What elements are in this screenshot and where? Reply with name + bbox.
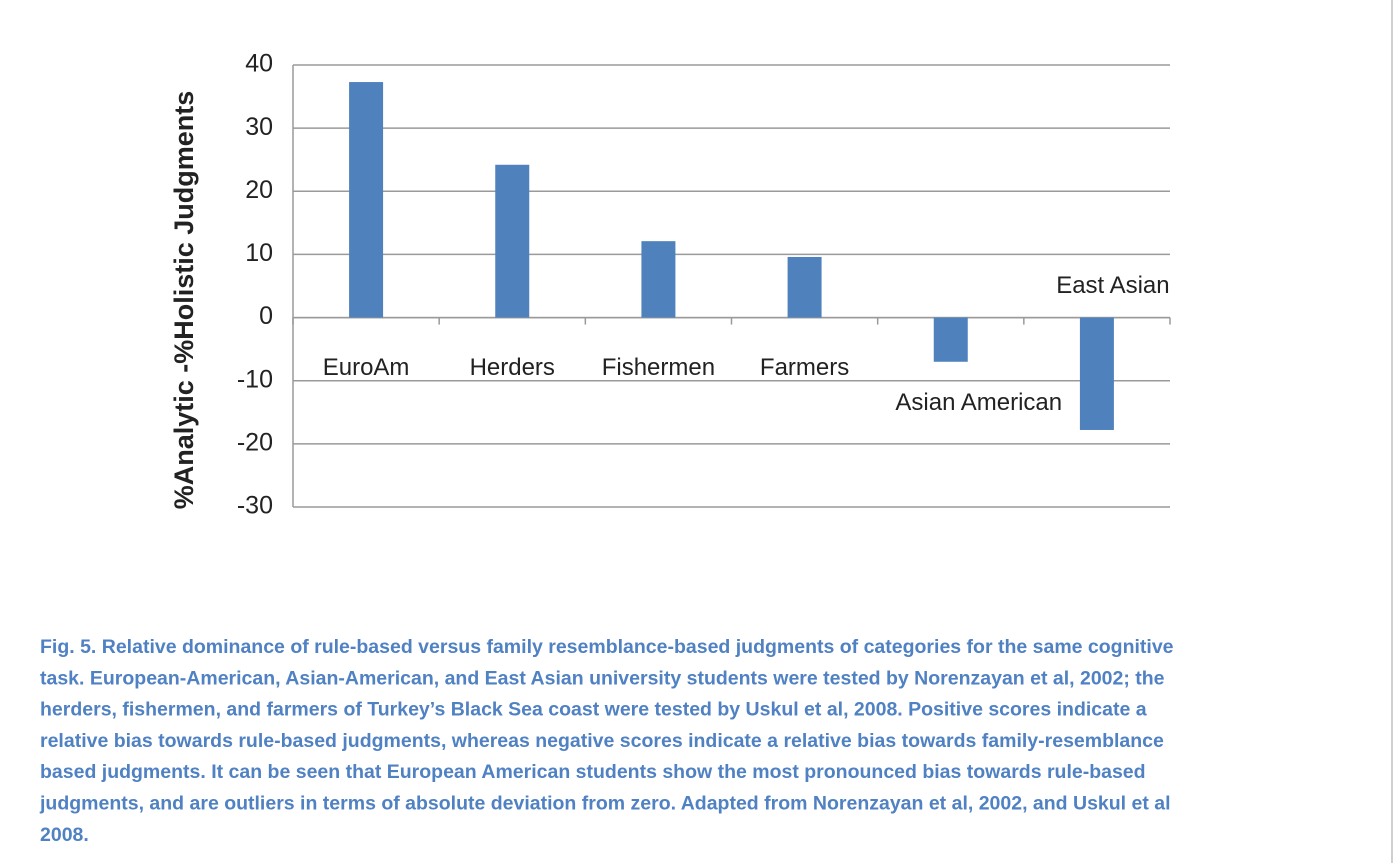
y-tick-label: 30	[245, 113, 273, 141]
y-tick-label: 0	[259, 302, 273, 330]
bar	[495, 164, 530, 318]
y-tick-label: 10	[245, 239, 273, 267]
bar	[933, 317, 968, 362]
y-axis-label: %Analytic -%Holistic Judgments	[169, 91, 199, 510]
bar	[1079, 317, 1114, 430]
caption-line: Fig. 5. Relative dominance of rule-based…	[40, 636, 1174, 658]
caption-line: judgments, and are outliers in terms of …	[39, 793, 1171, 815]
y-tick-label: 20	[245, 176, 273, 204]
caption-line: relative bias towards rule-based judgmen…	[40, 730, 1164, 752]
y-tick-label: -30	[237, 492, 273, 520]
x-tick-label: East Asian	[1056, 272, 1169, 299]
x-tick-label: Herders	[470, 354, 555, 381]
bar	[349, 82, 384, 318]
caption-line: herders, fishermen, and farmers of Turke…	[40, 699, 1147, 721]
bar	[787, 256, 822, 318]
x-tick-label: EuroAm	[323, 354, 410, 381]
y-tick-label: -10	[237, 365, 273, 393]
caption-line: task. European-American, Asian-American,…	[40, 667, 1165, 689]
caption-line: based judgments. It can be seen that Eur…	[40, 761, 1146, 783]
x-tick-label: Asian American	[895, 389, 1062, 416]
x-tick-label: Fishermen	[602, 354, 715, 381]
y-tick-label: -20	[237, 428, 273, 456]
caption-line: 2008.	[40, 824, 89, 846]
x-tick-label: Farmers	[760, 354, 849, 381]
bar	[641, 241, 676, 318]
y-tick-label: 40	[245, 50, 273, 78]
